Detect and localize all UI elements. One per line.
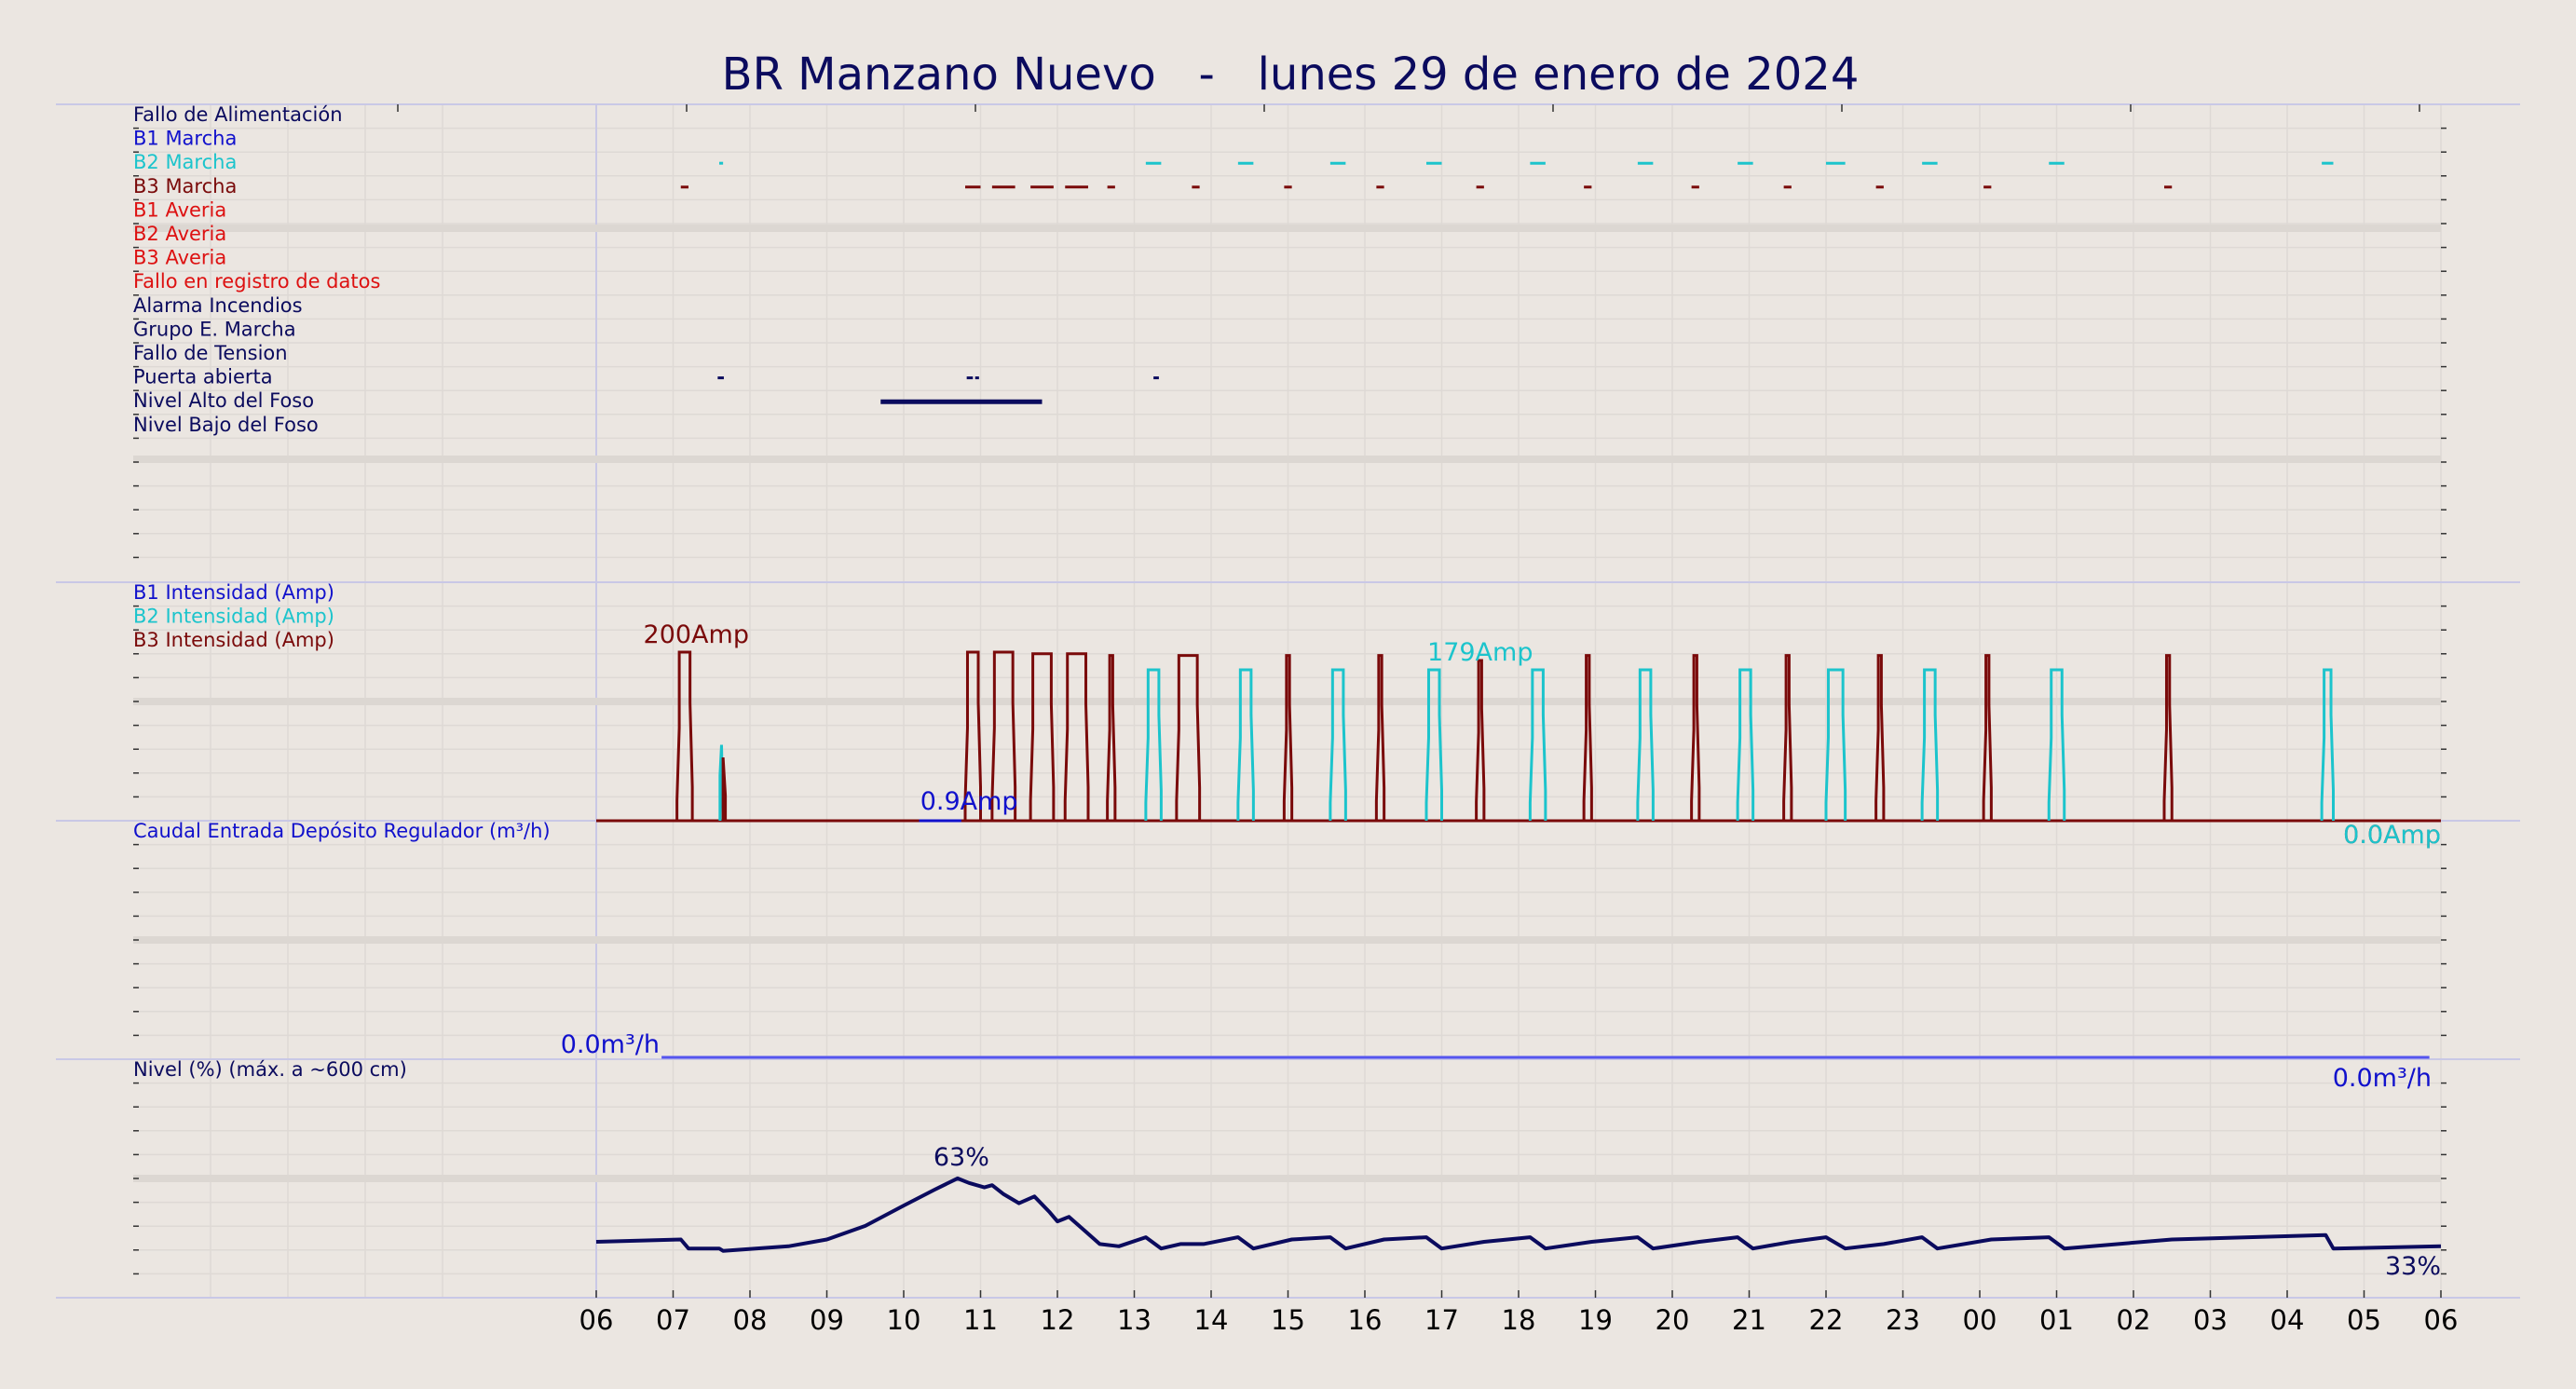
legend-entry: B3 Averia <box>133 247 226 269</box>
x-tick-label: 06 <box>579 1304 614 1336</box>
b2-pulse <box>1329 668 1347 821</box>
x-tick-label: 06 <box>2424 1304 2459 1336</box>
x-tick-label: 10 <box>887 1304 921 1336</box>
b2-pulse <box>1920 668 1940 821</box>
legend-entry: Fallo de Tension <box>133 342 288 364</box>
data-label: 33% <box>2385 1252 2441 1281</box>
legend-entry: Nivel (%) (máx. a ~600 cm) <box>133 1058 407 1081</box>
b2-pulse <box>1144 668 1163 821</box>
x-tick-label: 12 <box>1041 1304 1075 1336</box>
legend-entry: Alarma Incendios <box>133 294 303 317</box>
legend-entry: B2 Intensidad (Amp) <box>133 606 334 628</box>
legend-entry: B1 Marcha <box>133 128 237 150</box>
b2-pulse <box>2320 668 2335 821</box>
b2-pulse <box>1636 668 1655 821</box>
data-label: 0.0m³/h <box>2333 1064 2432 1093</box>
b3-pulse <box>1282 654 1294 821</box>
x-tick-label: 16 <box>1348 1304 1383 1336</box>
data-label: 63% <box>934 1143 989 1172</box>
data-label: 0.9Amp <box>920 787 1018 816</box>
b3-pulse <box>1175 654 1202 821</box>
b3-pulse <box>1106 654 1117 821</box>
x-tick-label: 15 <box>1271 1304 1305 1336</box>
data-label: 200Amp <box>644 620 749 649</box>
b2-pulse <box>1736 668 1755 821</box>
x-tick-label: 03 <box>2193 1304 2228 1336</box>
x-tick-label: 23 <box>1886 1304 1920 1336</box>
b3-pulse <box>1690 654 1701 821</box>
legend-entry: B3 Intensidad (Amp) <box>133 629 334 651</box>
b3-pulse <box>1475 659 1486 821</box>
b2-pulse <box>1528 668 1547 821</box>
b3-pulse <box>990 650 1017 821</box>
x-tick-label: 04 <box>2270 1304 2305 1336</box>
x-axis: 06 07 08 09 10 11 12 13 14 15 16 17 18 19 20 21 22 23 00 01… <box>579 1290 2459 1336</box>
b3-pulse <box>675 650 694 821</box>
chart-marks <box>595 161 2442 1253</box>
b3-pulse <box>1582 654 1593 821</box>
b2-pulse <box>1236 668 1255 821</box>
legend-entry: B1 Averia <box>133 198 226 221</box>
data-label: 179Amp <box>1427 638 1533 667</box>
data-label: 0.0m³/h <box>561 1030 660 1059</box>
grid <box>133 104 2442 1298</box>
x-tick-label: 07 <box>656 1304 690 1336</box>
b3-pulse <box>1029 652 1056 821</box>
x-tick-label: 13 <box>1117 1304 1152 1336</box>
data-label: 0.0Amp <box>2343 821 2441 850</box>
legend-entry: Nivel Alto del Foso <box>133 389 314 412</box>
chart-title: BR Manzano Nuevo - lunes 29 de enero de … <box>722 48 1860 101</box>
b2-pulse <box>2047 668 2066 821</box>
x-tick-label: 05 <box>2347 1304 2381 1336</box>
level-line <box>595 1176 2442 1253</box>
annotations: 200Amp179Amp0.9Amp0.0Amp0.0Amp0.0m³/h0.0… <box>561 620 2441 1281</box>
legend-entry: Puerta abierta <box>133 366 273 388</box>
legend-entry: Fallo en registro de datos <box>133 270 380 293</box>
b3-pulse <box>1063 652 1090 821</box>
x-tick-label: 17 <box>1424 1304 1459 1336</box>
x-tick-label: 08 <box>733 1304 768 1336</box>
b3-pulse <box>1374 654 1386 821</box>
legend-entry: B3 Marcha <box>133 175 237 197</box>
data-label: 0.0Amp <box>2343 821 2441 850</box>
b3-pulse <box>963 650 982 821</box>
x-tick-label: 18 <box>1502 1304 1536 1336</box>
x-tick-label: 00 <box>1963 1304 1997 1336</box>
b2-pulse <box>1424 668 1443 821</box>
x-tick-label: 02 <box>2117 1304 2151 1336</box>
legend-entry: Nivel Bajo del Foso <box>133 414 319 436</box>
legend-entry: B1 Intensidad (Amp) <box>133 581 334 604</box>
x-tick-label: 11 <box>963 1304 998 1336</box>
legend-entry: Fallo de Alimentación <box>133 103 343 126</box>
legend-entry: Grupo E. Marcha <box>133 318 296 340</box>
b2-pulse <box>1824 668 1847 821</box>
x-tick-label: 22 <box>1809 1304 1844 1336</box>
x-tick-label: 19 <box>1578 1304 1613 1336</box>
legend-entry: B2 Averia <box>133 223 226 245</box>
legend-entry: Caudal Entrada Depósito Regulador (m³/h) <box>133 820 551 842</box>
b3-pulse <box>1782 654 1793 821</box>
b3-pulse <box>1982 654 1993 821</box>
x-tick-label: 01 <box>2039 1304 2074 1336</box>
x-tick-label: 21 <box>1732 1304 1766 1336</box>
legend-entry: B2 Marcha <box>133 151 237 173</box>
x-tick-label: 09 <box>810 1304 844 1336</box>
b3-pulse <box>2162 654 2174 821</box>
x-tick-label: 20 <box>1656 1304 1690 1336</box>
b3-spike <box>721 757 728 821</box>
b3-pulse <box>1874 654 1886 821</box>
x-tick-label: 14 <box>1194 1304 1229 1336</box>
